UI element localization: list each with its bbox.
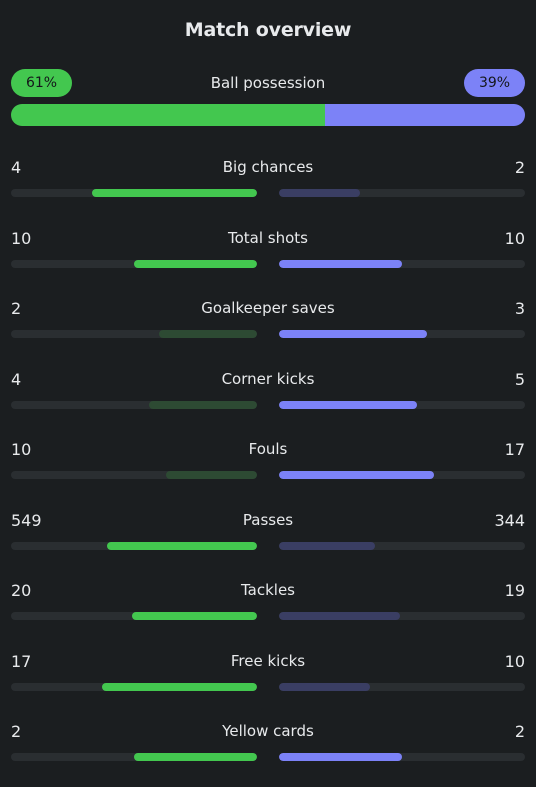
stat-label: Fouls	[248, 440, 288, 458]
away-bar-track	[279, 682, 525, 691]
stat-row-passes: 549 Passes 344	[0, 505, 536, 576]
away-value: 17	[504, 440, 525, 459]
home-value: 10	[11, 440, 32, 459]
away-bar-fill	[279, 682, 371, 691]
stats-list: 4 Big chances 2 10 Total shots 10 2 Goal…	[0, 152, 536, 787]
stat-label: Corner kicks	[221, 369, 315, 388]
home-value: 17	[11, 651, 32, 671]
away-bar-fill	[279, 259, 402, 268]
home-bar-track	[11, 330, 257, 338]
away-value: 5	[514, 369, 525, 389]
home-value: 20	[11, 581, 32, 600]
home-possession-segment	[11, 104, 325, 126]
home-bar-track	[11, 753, 257, 761]
away-bar-fill	[279, 612, 400, 620]
home-bar-fill	[148, 400, 257, 409]
stat-label: Yellow cards	[222, 722, 314, 740]
possession-bar	[11, 104, 525, 126]
home-bar-track	[11, 682, 257, 691]
possession-header: 61% Ball possession 39%	[11, 69, 525, 97]
away-value: 2	[514, 158, 525, 177]
away-bar-fill	[279, 189, 361, 197]
away-bar-track	[279, 330, 525, 338]
home-bar-fill	[106, 541, 257, 550]
stat-row-corner-kicks: 4 Corner kicks 5	[0, 364, 536, 435]
home-bar-track	[11, 471, 257, 479]
away-bar-track	[279, 189, 525, 197]
stat-row-total-shots: 10 Total shots 10	[0, 223, 536, 294]
away-bar-fill	[279, 330, 427, 338]
home-value: 4	[11, 369, 22, 389]
panel-title: Match overview	[184, 19, 352, 41]
away-bar-track	[279, 259, 525, 268]
away-value: 10	[504, 228, 525, 248]
home-value: 4	[11, 158, 22, 177]
home-bar-fill	[102, 682, 257, 691]
away-bar-track	[279, 471, 525, 479]
home-value: 2	[11, 722, 22, 741]
away-value: 344	[494, 510, 525, 530]
home-bar-fill	[131, 612, 257, 620]
stat-row-big-chances: 4 Big chances 2	[0, 152, 536, 223]
stat-label: Passes	[242, 510, 294, 529]
home-bar-fill	[165, 471, 257, 479]
away-value: 10	[504, 651, 525, 671]
home-bar-track	[11, 259, 257, 268]
away-bar-track	[279, 541, 525, 550]
stat-label: Total shots	[228, 228, 308, 247]
away-bar-track	[279, 753, 525, 761]
home-bar-track	[11, 189, 257, 197]
away-value: 3	[514, 299, 525, 318]
home-value: 2	[11, 299, 22, 318]
home-bar-track	[11, 612, 257, 620]
away-possession-segment	[324, 104, 525, 126]
away-bar-track	[279, 400, 525, 409]
stat-label: Goalkeeper saves	[201, 299, 335, 317]
possession-label: Ball possession	[210, 74, 326, 92]
away-value: 19	[504, 581, 525, 600]
home-bar-fill	[134, 753, 257, 761]
home-bar-fill	[134, 259, 257, 268]
stat-row-tackles: 20 Tackles 19	[0, 575, 536, 646]
stat-row-fouls: 10 Fouls 17	[0, 434, 536, 505]
home-bar-fill	[92, 189, 257, 197]
stat-label: Big chances	[222, 158, 314, 176]
stat-row-goalkeeper-saves: 2 Goalkeeper saves 3	[0, 293, 536, 364]
home-bar-fill	[158, 330, 257, 338]
home-bar-track	[11, 400, 257, 409]
stat-label: Tackles	[240, 581, 296, 599]
away-possession-badge: 39%	[464, 69, 525, 97]
away-bar-fill	[279, 541, 375, 550]
away-bar-fill	[279, 471, 434, 479]
home-possession-badge: 61%	[11, 69, 72, 97]
away-value: 2	[514, 722, 525, 741]
home-value: 549	[11, 510, 42, 530]
away-bar-fill	[279, 753, 402, 761]
away-bar-fill	[279, 400, 417, 409]
home-value: 10	[11, 228, 32, 248]
away-bar-track	[279, 612, 525, 620]
stat-row-free-kicks: 17 Free kicks 10	[0, 646, 536, 717]
stat-label: Free kicks	[230, 651, 306, 670]
home-bar-track	[11, 541, 257, 550]
stat-row-yellow-cards: 2 Yellow cards 2	[0, 716, 536, 787]
